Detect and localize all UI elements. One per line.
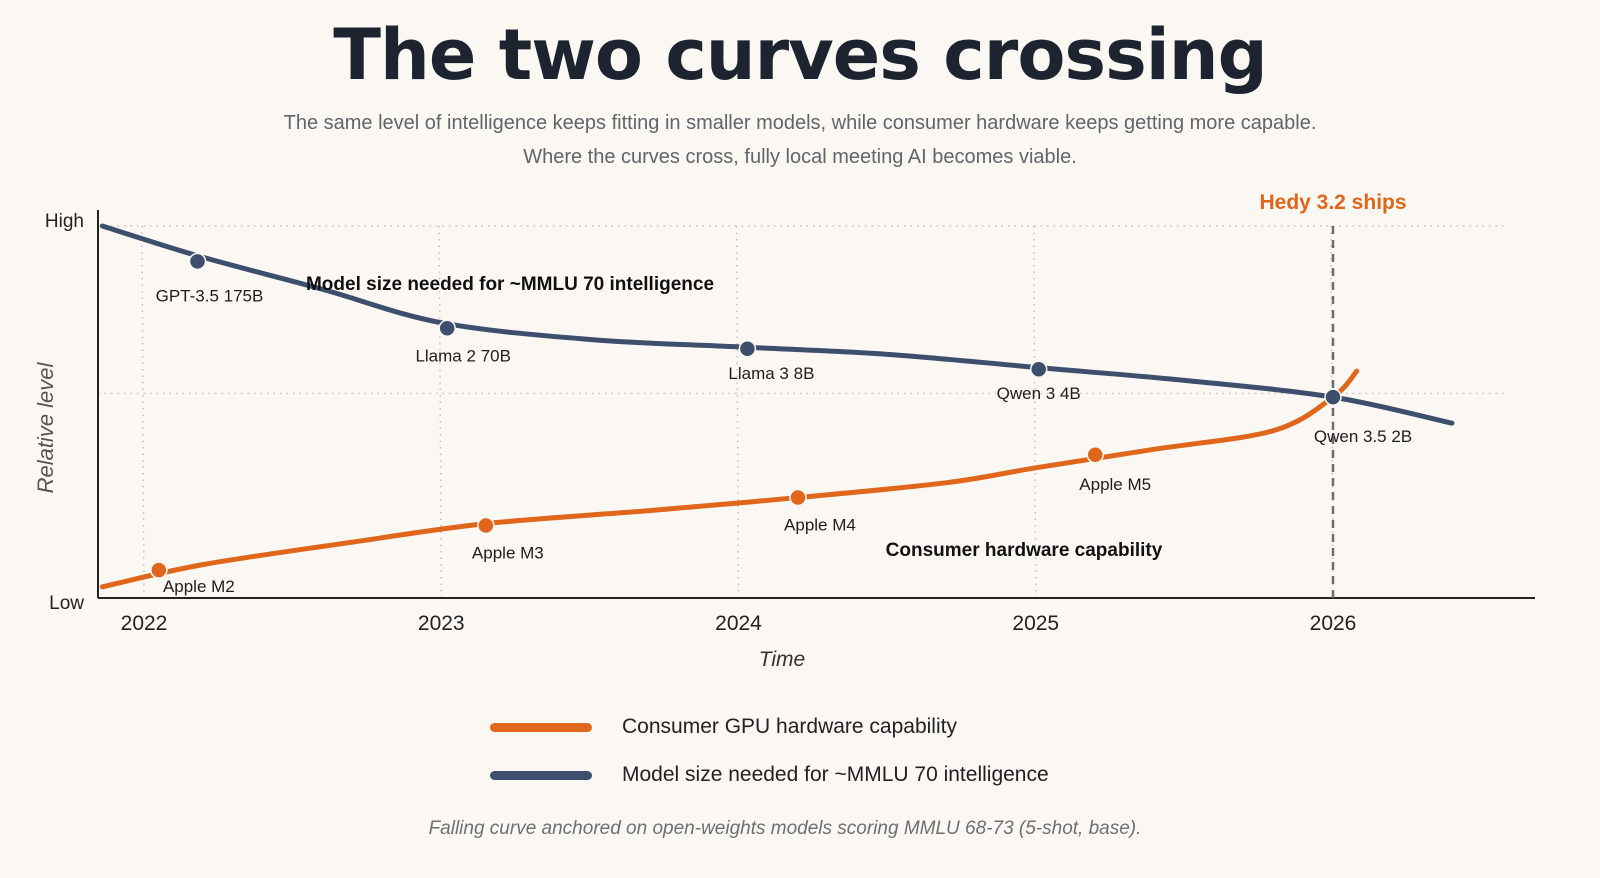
grid-line-vertical [735,225,740,599]
data-point-hardware [1086,446,1104,464]
data-point-model-size [188,252,207,271]
x-tick-label: 2024 [715,612,762,635]
legend-entry-model-size: Model size needed for ~MMLU 70 intellige… [490,760,1049,790]
data-point-model-size [738,340,757,358]
data-point-model-size [1324,388,1342,406]
data-label-model-size: GPT-3.5 175B [156,286,264,305]
data-point-hardware [150,561,168,579]
data-label-hardware: Apple M2 [163,577,235,596]
data-point-hardware [477,516,495,535]
annotation-label: Hedy 3.2 ships [1259,191,1406,214]
data-label-model-size: Llama 2 70B [415,346,510,365]
x-tick-label: 2022 [121,612,168,635]
x-axis-title: Time [759,648,805,671]
legend-entry-hardware: Consumer GPU hardware capability [490,712,957,742]
series-line-hardware [99,368,1360,590]
line-chart: High Low 2022 2023 2024 2025 2026 Time Relative … [33,191,1535,671]
legend-label-hardware: Consumer GPU hardware capability [622,715,957,738]
data-label-hardware: Apple M3 [472,543,544,562]
chart-footnote: Falling curve anchored on open-weights m… [428,818,1142,839]
series-inline-label-model-size: Model size needed for ~MMLU 70 intellige… [306,274,714,295]
series-inline-label-hardware: Consumer hardware capability [886,540,1163,561]
data-label-model-size: Qwen 3.5 2B [1314,427,1412,446]
data-label-hardware: Apple M5 [1079,475,1151,494]
data-label-model-size: Llama 3 8B [728,364,814,383]
chart-subtitle-line-1: The same level of intelligence keeps fit… [283,112,1317,134]
legend-label-model-size: Model size needed for ~MMLU 70 intellige… [622,763,1049,786]
legend-swatch-hardware [490,722,592,732]
data-point-hardware [789,488,807,507]
data-point-model-size [438,319,456,338]
grid-line-vertical [141,225,145,599]
x-tick-label: 2023 [418,612,465,635]
data-label-hardware: Apple M4 [784,516,856,535]
y-axis-title: Relative level [33,361,58,493]
data-point-model-size [1029,360,1048,378]
x-tick-label: 2026 [1310,612,1357,635]
data-label-model-size: Qwen 3 4B [997,384,1081,403]
y-tick-label-high: High [45,211,84,232]
x-tick-label: 2025 [1012,612,1059,635]
chart-title: The two curves crossing [333,14,1267,96]
legend-swatch-model-size [490,770,592,780]
chart-subtitle-line-2: Where the curves cross, fully local meet… [523,146,1077,168]
y-tick-label-low: Low [49,593,84,614]
